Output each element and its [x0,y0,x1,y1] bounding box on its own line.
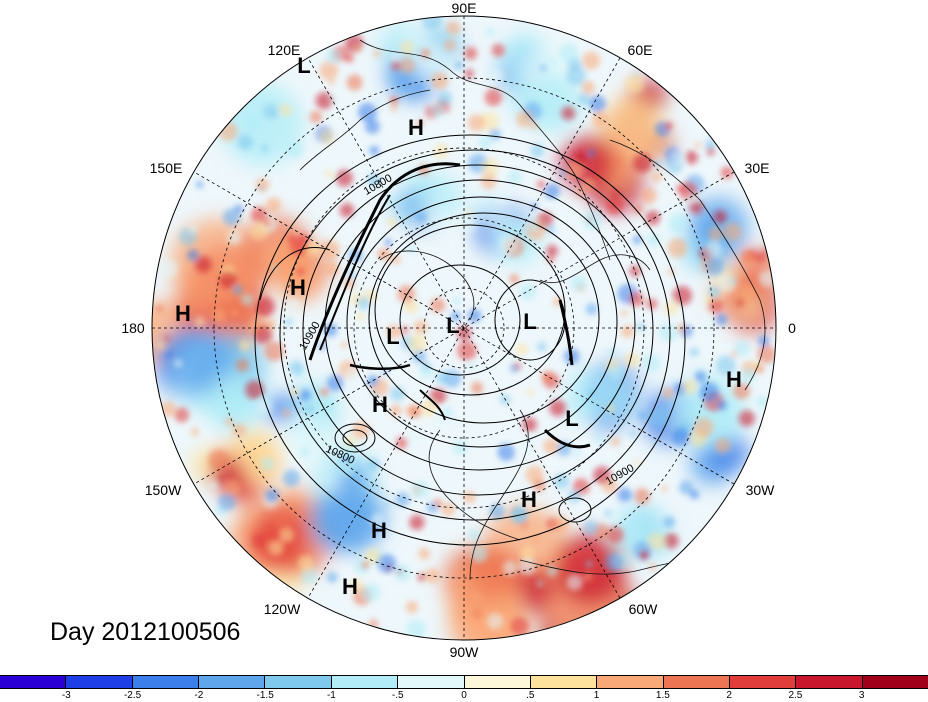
pressure-center-low: L [523,309,537,334]
lon-label-120w: 120W [263,601,301,617]
colorbar-tick-label: 0 [461,690,467,701]
lon-label-90w: 90W [449,644,479,660]
lon-label-150e: 150E [149,160,183,176]
colorbar-swatch [464,676,531,688]
height-contours [254,134,686,546]
pressure-center-high: H [342,574,358,599]
colorbar-tick-label: -1.5 [256,690,274,701]
pressure-center-high: H [175,301,191,326]
pressure-center-high: H [372,392,388,417]
pressure-center-high: H [726,367,742,392]
colorbar-swatch [0,676,67,688]
colorbar-tick-label: 3 [858,690,865,701]
anomaly-field [152,16,776,640]
colorbar-tick-label: -1 [326,690,336,701]
lon-label-30w: 30W [745,482,775,498]
pressure-center-high: H [371,518,387,543]
colorbar-tick-label: -2.5 [123,690,142,701]
colorbar-tick-label: .5 [526,690,535,701]
colorbar-tick-label: -2 [194,690,204,701]
lon-label-180: 180 [121,320,145,336]
lon-label-150w: 150W [144,482,182,498]
pressure-center-high: H [408,115,424,140]
lon-label-60e: 60E [627,42,653,58]
pressure-center-low: L [565,406,579,431]
map-boundary [151,15,777,641]
colorbar-tick-label: -.5 [391,690,404,701]
colorbar-swatch [199,676,266,688]
colorbar-tick-label: 2.5 [788,690,803,701]
pressure-center-low: L [386,324,400,349]
lon-label-0: 0 [788,320,796,336]
lon-label-90e: 90E [451,0,477,16]
pressure-center-high: H [290,275,306,300]
colorbar-swatch [597,676,664,688]
colorbar-swatch [66,676,133,688]
colorbar-swatch [398,676,465,688]
colorbar-swatch [530,676,598,688]
pressure-center-low: L [446,313,460,338]
colorbar-tick-label: -3 [61,690,71,701]
colorbar-tick-label: 1.5 [655,690,670,701]
colorbar-tick-label: 2 [726,690,732,701]
colorbar [0,675,928,689]
colorbar-swatch [663,676,730,688]
colorbar-swatch [796,676,863,688]
pressure-center-high: H [521,487,537,512]
date-title: Day 2012100506 [50,618,241,646]
lon-label-60w: 60W [628,601,658,617]
colorbar-swatch [265,676,332,688]
graticule [152,16,776,640]
lon-label-120e: 120E [267,42,301,58]
colorbar-swatch [729,676,797,688]
colorbar-tick-label: 1 [593,690,600,701]
colorbar-swatch [132,676,200,688]
colorbar-swatch [862,676,928,688]
lon-label-30e: 30E [744,160,770,176]
pressure-center-low: L [297,53,311,78]
colorbar-labels: -3 -2.5 -2 -1.5 -1 -.5 0 .5 1 1.5 2 2.5 3 [0,690,928,702]
colorbar-swatch [331,676,399,688]
